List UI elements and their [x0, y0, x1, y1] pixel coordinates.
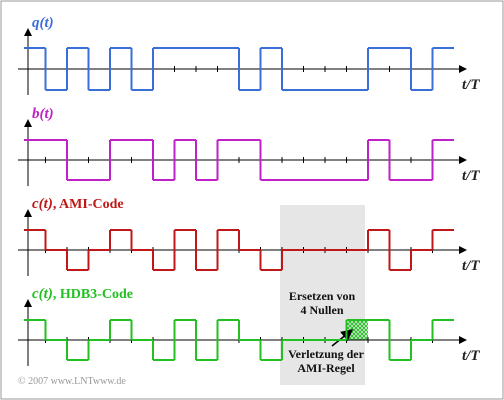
annotation: Verletzung der: [288, 347, 365, 361]
symbol: c(t): [32, 286, 53, 302]
axis-label: t/T: [462, 258, 480, 274]
annotation: Ersetzen von: [289, 289, 356, 303]
signal-label: b(t): [32, 106, 54, 122]
annotation: AMI-Regel: [297, 361, 355, 375]
violation-pulse: [346, 321, 368, 340]
signal-label: c(t), AMI-Code: [32, 196, 124, 212]
code-name: , HDB3-Code: [53, 287, 133, 302]
axis-label: t/T: [462, 77, 480, 93]
annotation-arrow: [331, 329, 354, 347]
symbol: q(t): [32, 15, 54, 31]
replace-region: [280, 205, 365, 385]
code-name: , AMI-Code: [53, 197, 124, 212]
axis-label: t/T: [462, 168, 480, 184]
copyright: © 2007 www.LNTwww.de: [18, 376, 126, 387]
symbol: c(t): [32, 196, 53, 212]
symbol: b(t): [32, 106, 54, 122]
axis-label: t/T: [462, 348, 480, 364]
signal-label: c(t), HDB3-Code: [32, 286, 133, 302]
signal-label: q(t): [32, 15, 54, 31]
annotation: 4 Nullen: [300, 303, 343, 317]
